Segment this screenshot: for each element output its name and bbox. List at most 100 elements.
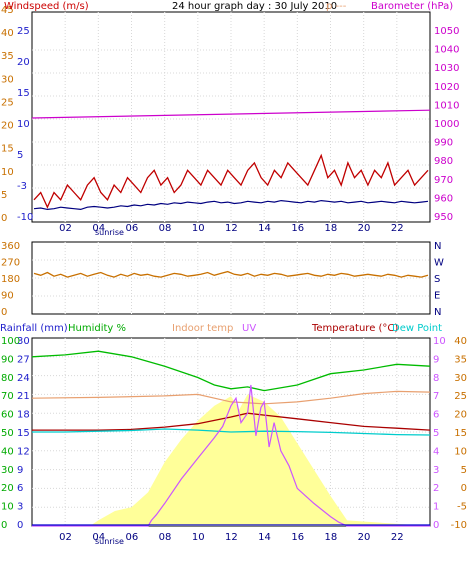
wind-panel-series: [31, 109, 431, 211]
wind-left-b-tick-5: -3: [17, 181, 27, 192]
x-tick-22: 22: [391, 223, 404, 234]
hum-tick-7: 30: [1, 465, 14, 476]
direction-panel-grid: [32, 242, 430, 314]
wind-left-b-tick-4: 5: [17, 150, 23, 161]
rain-tick-4: 18: [17, 410, 30, 421]
temp-tick-3: 25: [454, 391, 467, 402]
baro-tick-6: 990: [434, 138, 453, 149]
x-tick-08: 08: [159, 223, 172, 234]
rain-tick-0: 30: [17, 336, 30, 347]
x-tick-16: 16: [291, 532, 304, 543]
uv-tick-0: 10: [433, 336, 446, 347]
x-tick-12: 12: [225, 532, 238, 543]
uv-tick-8: 2: [433, 483, 439, 494]
baro-tick-4: 1010: [434, 100, 459, 111]
humidity-line: [31, 350, 431, 392]
uv-tick-6: 4: [433, 446, 439, 457]
temp-tick-7: 5: [461, 465, 467, 476]
temperature-label: Temperature (°C): [311, 323, 398, 334]
temp-tick-8: 0: [461, 483, 467, 494]
baro-tick-10: 950: [434, 212, 453, 223]
hum-tick-10: 0: [1, 520, 7, 531]
wind-left-a-tick-5: 20: [1, 121, 14, 132]
temperature-panel-right-axis-temp: 40 35 30 25 20 15 10 5 0 -5 -10: [451, 336, 467, 531]
wind-left-b-tick-3: 10: [17, 119, 30, 130]
windavg-line: [33, 199, 429, 211]
uv-tick-3: 7: [433, 391, 439, 402]
uv-tick-4: 6: [433, 410, 439, 421]
humidity-label: Humidity %: [68, 323, 126, 334]
hum-tick-9: 10: [1, 502, 14, 513]
hum-tick-1: 90: [1, 354, 14, 365]
wind-left-a-tick-2: 35: [1, 51, 14, 62]
dir-right-tick-1: W: [434, 258, 444, 269]
wind-left-a-tick-9: 0: [1, 213, 7, 224]
wind-left-b-tick-6: -10: [17, 212, 33, 223]
rainfall-label: Rainfall (mm): [0, 323, 68, 334]
x-tick-04: 04: [92, 532, 105, 543]
hum-tick-8: 20: [1, 483, 14, 494]
baro-tick-7: 980: [434, 156, 453, 167]
hum-tick-3: 70: [1, 391, 14, 402]
rain-tick-5: 15: [17, 428, 30, 439]
baro-tick-1: 1040: [434, 45, 459, 56]
sunrise-label-bottom: sunrise: [95, 537, 124, 546]
hum-tick-4: 60: [1, 410, 14, 421]
temp-tick-6: 10: [454, 446, 467, 457]
baro-tick-2: 1030: [434, 63, 459, 74]
windspeed-line: [33, 153, 429, 209]
rain-tick-6: 12: [17, 446, 30, 457]
x-tick-04: 04: [92, 223, 105, 234]
dewpoint-line: [32, 428, 431, 436]
rain-tick-2: 24: [17, 373, 30, 384]
uv-label: UV: [242, 323, 256, 334]
wind-panel-x-ticks: 02 04 06 08 10 12 14 16 18 20 22: [59, 223, 403, 234]
x-tick-06: 06: [126, 223, 139, 234]
chart-title: 24 hour graph day : 30 July 2010: [172, 1, 337, 12]
x-tick-10: 10: [192, 223, 205, 234]
wind-left-a-tick-8: 5: [1, 190, 7, 201]
legend-dots: p ---: [326, 1, 347, 12]
dir-left-tick-4: 0: [1, 307, 7, 318]
x-tick-20: 20: [358, 532, 371, 543]
wind-left-b-tick-0: 25: [17, 26, 30, 37]
hum-tick-6: 40: [1, 446, 14, 457]
wind-left-a-tick-1: 40: [1, 28, 14, 39]
sunrise-label-top: sunrise: [95, 228, 124, 237]
x-tick-06: 06: [126, 532, 139, 543]
dir-left-tick-0: 360: [1, 241, 20, 252]
rain-tick-1: 27: [17, 354, 30, 365]
x-tick-18: 18: [325, 532, 338, 543]
baro-tick-3: 1020: [434, 82, 459, 93]
x-tick-18: 18: [325, 223, 338, 234]
uv-tick-7: 3: [433, 465, 439, 476]
x-tick-22: 22: [391, 532, 404, 543]
dir-right-tick-0: N: [434, 241, 441, 252]
wind-left-a-tick-6: 15: [1, 144, 14, 155]
temp-tick-4: 20: [454, 410, 467, 421]
x-tick-14: 14: [258, 532, 271, 543]
barometer-line: [31, 109, 431, 119]
dewpoint-label: Dew Point: [392, 323, 442, 334]
wind-left-b-tick-2: 15: [17, 88, 30, 99]
temperature-panel-series: [31, 350, 431, 527]
temp-tick-9: -5: [457, 502, 467, 513]
baro-tick-9: 960: [434, 193, 453, 204]
temp-tick-10: -10: [451, 520, 467, 531]
wind-left-a-tick-7: 10: [1, 167, 14, 178]
uv-tick-2: 8: [433, 373, 439, 384]
hum-tick-2: 80: [1, 373, 14, 384]
wind-left-a-tick-0: 45: [1, 5, 14, 16]
indoor-temp-label: Indoor temp: [172, 323, 233, 334]
wind-left-a-tick-3: 30: [1, 74, 14, 85]
baro-tick-0: 1050: [434, 26, 459, 37]
uv-tick-10: 0: [433, 520, 439, 531]
dir-left-tick-1: 270: [1, 258, 20, 269]
dir-right-tick-2: S: [434, 274, 440, 285]
uv-tick-5: 5: [433, 428, 439, 439]
